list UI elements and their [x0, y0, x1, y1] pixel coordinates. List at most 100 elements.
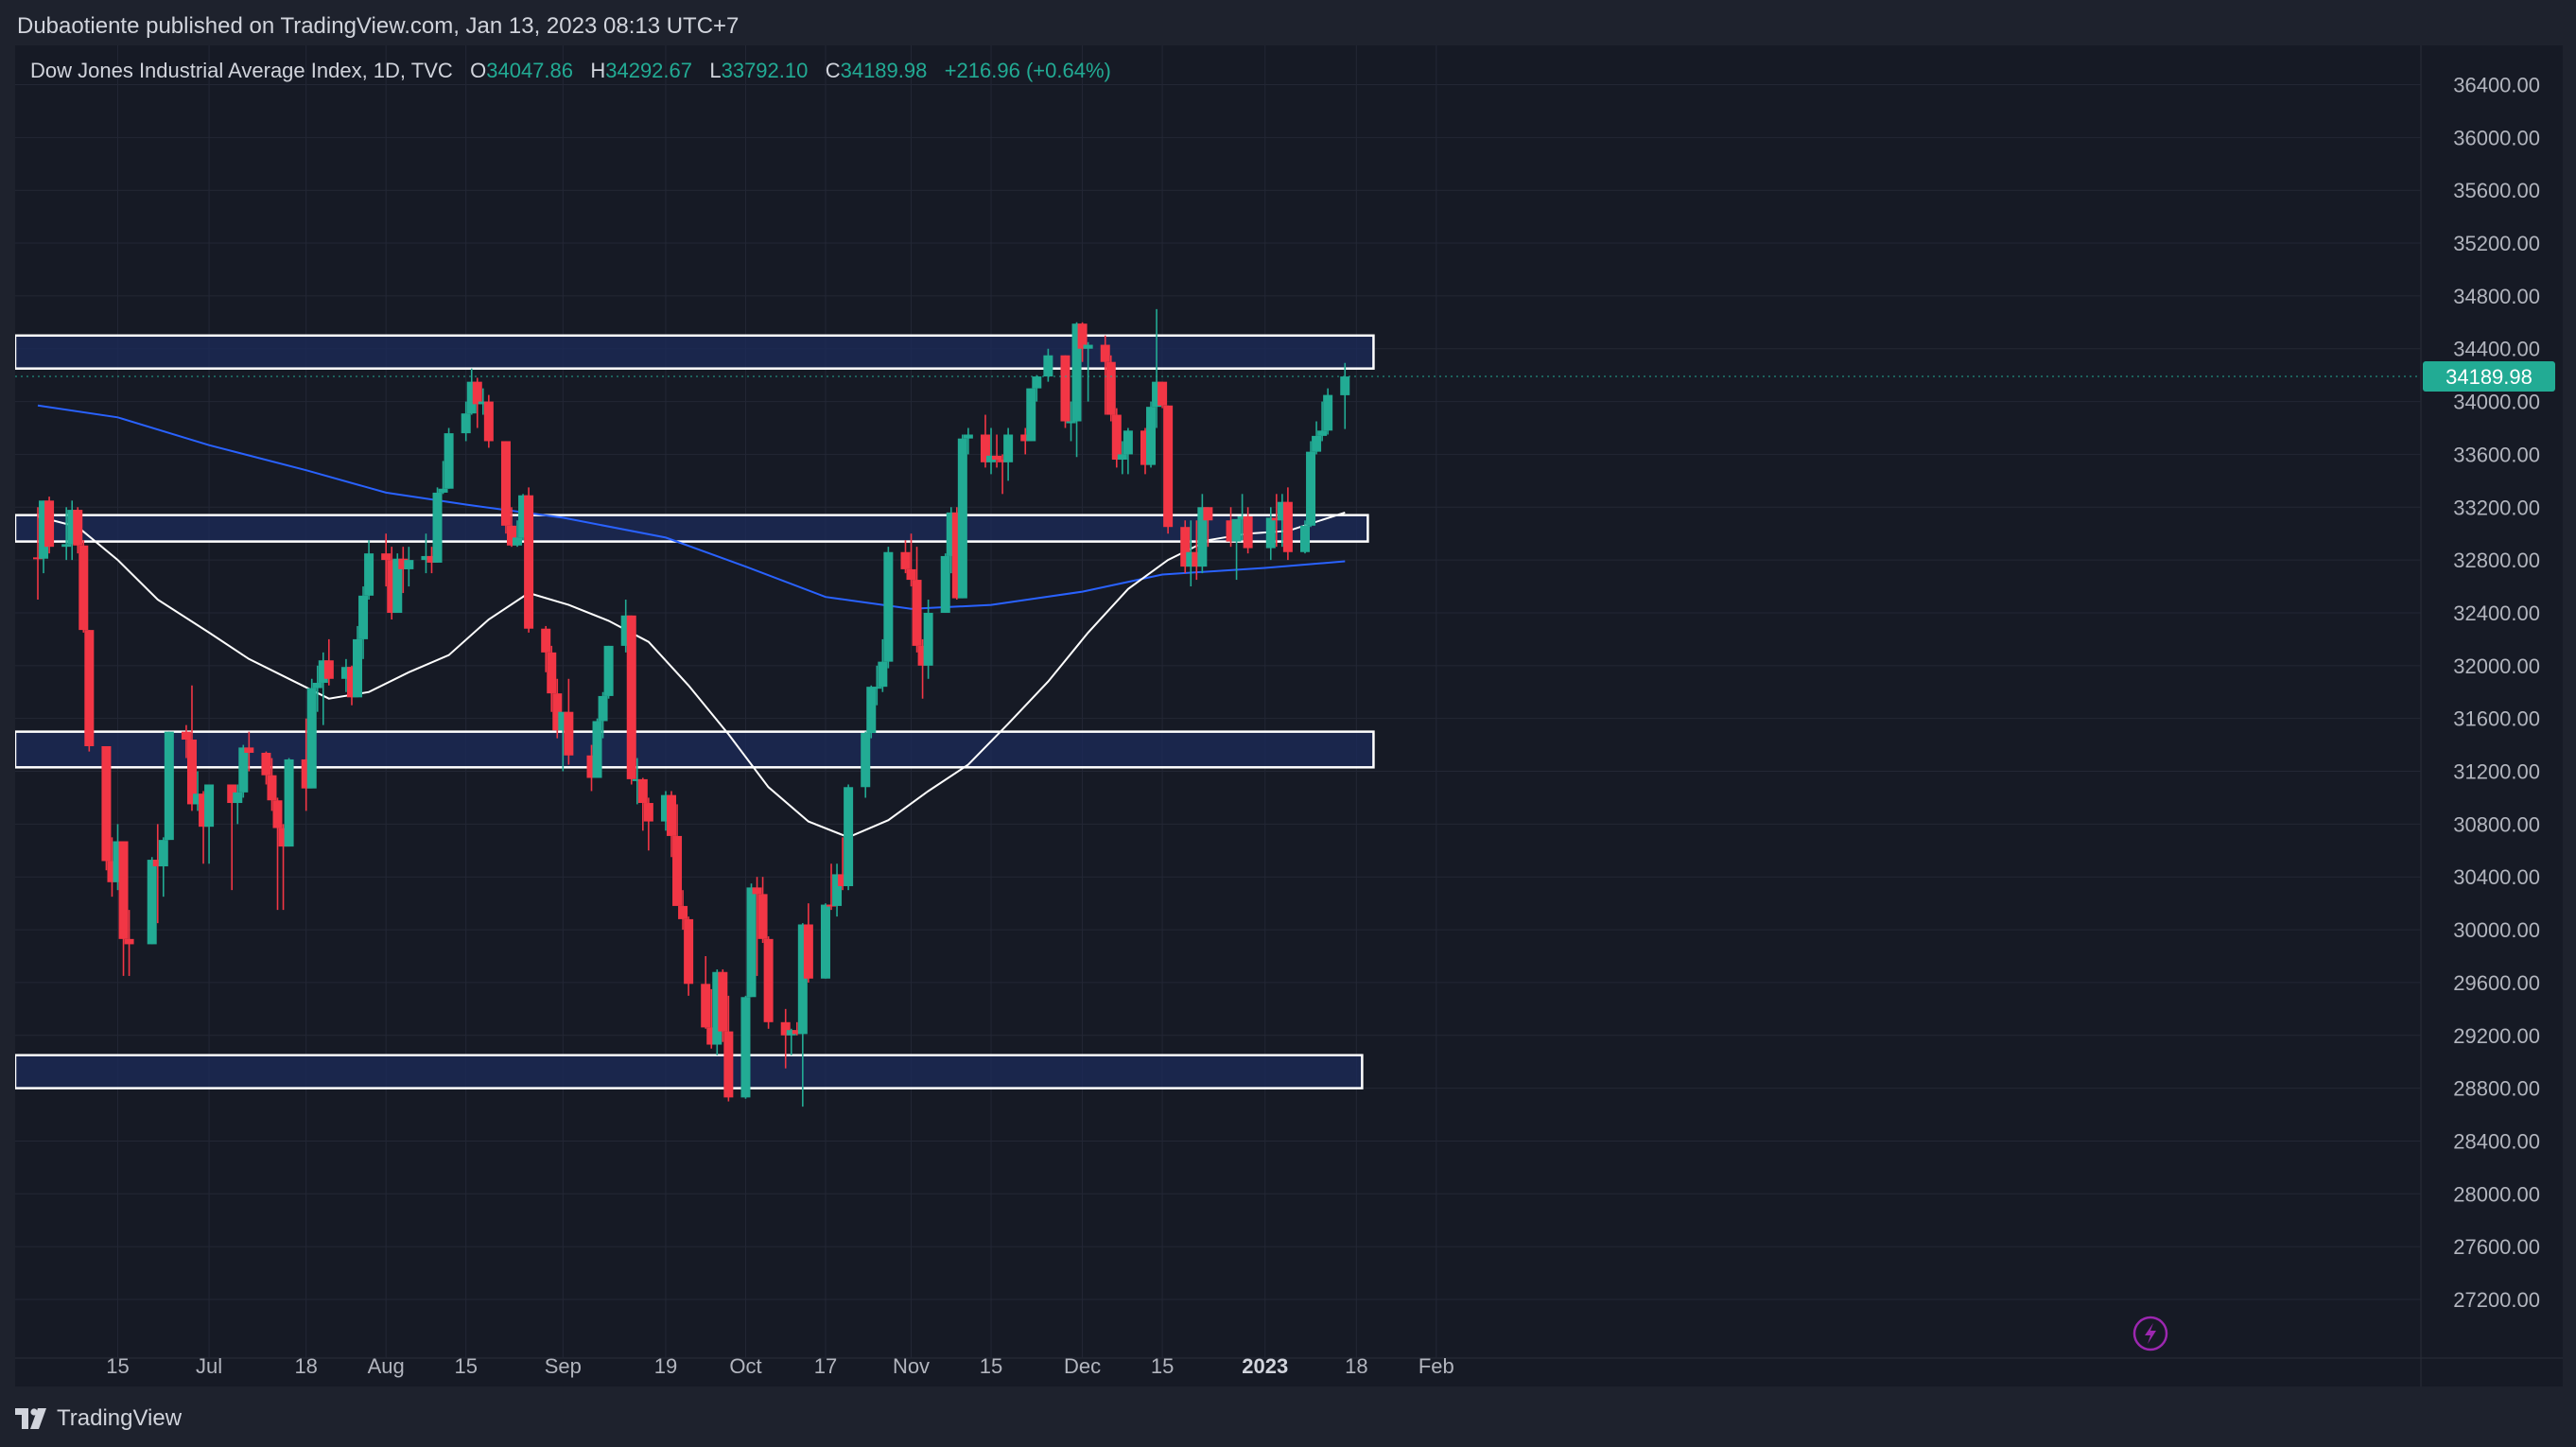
candle-body: [1226, 520, 1236, 542]
chart-frame[interactable]: 36400.00 36000.00 35600.00 35200.00 34800.00…: [15, 45, 2563, 1386]
price-zone: [15, 514, 1369, 543]
candle: [1146, 401, 1157, 468]
candle-body: [1300, 525, 1310, 552]
candle: [181, 724, 191, 758]
candle-body: [1111, 414, 1122, 461]
candle: [152, 824, 163, 924]
candle-body: [1026, 388, 1036, 442]
candle-body: [1117, 454, 1127, 461]
candle-body: [147, 860, 157, 945]
candle-body: [1152, 381, 1162, 408]
candle: [667, 791, 676, 858]
candle-body: [1060, 355, 1070, 422]
candle-body: [547, 652, 557, 694]
candle: [61, 507, 72, 561]
candle: [1117, 441, 1127, 475]
candle-body: [61, 544, 72, 548]
candle: [39, 500, 49, 574]
candle: [986, 427, 997, 475]
candle: [923, 600, 933, 679]
footer-brand[interactable]: TradingView: [15, 1398, 182, 1439]
x-tick-label: Feb: [1419, 1354, 1454, 1378]
candle: [426, 547, 437, 574]
candle-body: [660, 794, 670, 822]
price-chart[interactable]: 36400.00 36000.00 35600.00 35200.00 34800.00…: [15, 45, 2563, 1386]
candle-body: [164, 731, 174, 841]
candle: [547, 645, 557, 712]
time-axis[interactable]: 15 Jul 18 Aug 15 Sep 19 Oct 17 Nov 15 Dec 15 2023 18 Fe…: [106, 1354, 1454, 1378]
candle-body: [444, 433, 454, 489]
candle: [404, 547, 414, 587]
candle-body: [518, 495, 529, 538]
candle-body: [643, 803, 653, 822]
price-zone: [15, 730, 1375, 769]
candle-body: [364, 553, 374, 596]
candle: [872, 665, 882, 706]
candle: [1100, 335, 1110, 415]
candle: [513, 520, 523, 548]
y-tick-label: 31200.00: [2453, 760, 2540, 784]
candle: [592, 718, 602, 778]
y-tick-label: 33600.00: [2453, 443, 2540, 466]
candle: [227, 784, 237, 891]
candle-body: [39, 500, 49, 559]
candle-body: [786, 1030, 796, 1036]
candle-body: [318, 660, 328, 683]
candle: [992, 434, 1002, 468]
candle: [506, 507, 516, 548]
candle: [757, 877, 768, 944]
candle: [193, 771, 203, 811]
candle-body: [752, 887, 762, 895]
candle-body: [552, 693, 563, 731]
candle: [1157, 381, 1168, 409]
candle-body: [723, 1031, 734, 1098]
x-tick-label: 17: [814, 1354, 837, 1378]
candle: [792, 1021, 802, 1036]
candle: [1340, 362, 1350, 429]
candle: [946, 507, 956, 574]
candle-body: [513, 537, 523, 546]
candle-body: [1317, 430, 1328, 436]
price-axis[interactable]: 36400.00 36000.00 35600.00 35200.00 34800.00…: [2453, 73, 2540, 1312]
candle-body: [438, 488, 448, 493]
candle-body: [1237, 516, 1247, 519]
y-tick-label: 36400.00: [2453, 73, 2540, 96]
candle-body: [1077, 323, 1088, 349]
candle-body: [404, 560, 414, 569]
x-tick-label: Aug: [368, 1354, 405, 1378]
low-label: L: [709, 59, 722, 82]
candle-body: [1282, 501, 1293, 552]
candle-body: [84, 630, 95, 746]
candle: [701, 955, 711, 1029]
candle-body: [797, 924, 808, 1035]
candle-body: [381, 553, 392, 561]
candle: [353, 625, 363, 698]
y-tick-label: 32800.00: [2453, 549, 2540, 572]
candle-body: [1197, 507, 1208, 567]
candle-body: [524, 495, 534, 629]
candle-body: [963, 434, 973, 439]
candle-body: [1146, 407, 1157, 465]
candle-body: [33, 557, 43, 560]
candle: [398, 547, 409, 594]
candle: [158, 837, 168, 898]
candle: [1140, 427, 1150, 475]
candle: [478, 388, 488, 415]
candle-body: [827, 904, 837, 907]
candle: [432, 487, 443, 563]
ma-short-line: [37, 511, 1346, 839]
candle: [883, 547, 894, 669]
y-tick-label: 36000.00: [2453, 126, 2540, 149]
candle-body: [1203, 507, 1213, 521]
lightning-icon[interactable]: [2132, 1316, 2168, 1351]
candle: [278, 824, 288, 911]
y-tick-label: 27600.00: [2453, 1235, 2540, 1259]
candle-body: [1192, 551, 1202, 567]
candle: [786, 1028, 796, 1055]
candle: [752, 877, 762, 976]
candle-body: [906, 568, 916, 581]
candle-body: [1231, 518, 1242, 542]
x-tick-label: 19: [654, 1354, 677, 1378]
candle: [878, 638, 888, 692]
candle: [712, 968, 722, 1055]
